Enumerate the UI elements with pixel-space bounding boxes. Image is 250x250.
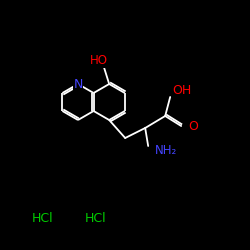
Text: HCl: HCl: [32, 212, 54, 224]
Text: O: O: [188, 120, 198, 132]
Text: HO: HO: [90, 54, 108, 68]
Text: N: N: [73, 78, 83, 90]
Text: HCl: HCl: [85, 212, 106, 224]
Text: NH₂: NH₂: [155, 144, 178, 156]
Text: OH: OH: [172, 84, 192, 96]
